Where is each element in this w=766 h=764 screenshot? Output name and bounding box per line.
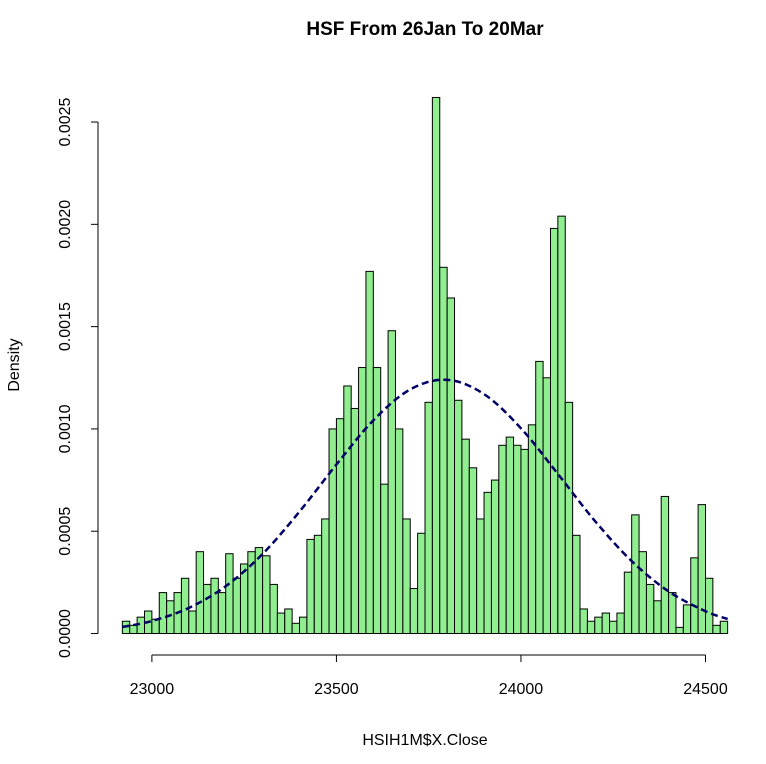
bar [675, 626, 684, 635]
chart-title: HSF From 26Jan To 20Mar [306, 19, 544, 40]
y-tick-label: 0.0025 [57, 97, 74, 146]
y-tick-label: 0.0010 [57, 404, 74, 453]
bar [586, 620, 596, 635]
bar [535, 360, 544, 635]
y-tick-label: 0.0015 [57, 302, 74, 351]
x-tick-label: 24000 [499, 681, 544, 698]
bar [616, 612, 625, 635]
bar [394, 428, 404, 635]
bar [129, 624, 138, 635]
bar [254, 547, 264, 635]
bar [609, 620, 618, 635]
bar [690, 557, 699, 635]
x-axis-label: HSIH1M$X.Close [362, 732, 487, 749]
bar [476, 518, 485, 635]
y-axis-label: Density [6, 338, 23, 391]
bar [195, 551, 205, 635]
bar [527, 424, 537, 635]
bar [409, 588, 419, 635]
bar [424, 401, 433, 635]
bar [372, 367, 382, 635]
bar [638, 551, 647, 635]
bar [549, 227, 559, 635]
bar [564, 401, 574, 635]
bar [668, 592, 677, 635]
bar [704, 577, 714, 635]
bar [158, 592, 168, 635]
bar [645, 583, 655, 635]
bar [151, 618, 160, 635]
bar [210, 577, 219, 635]
bar [284, 608, 293, 635]
bar [468, 467, 478, 635]
y-tick-label: 0.0020 [57, 200, 74, 249]
bar [483, 491, 492, 635]
bar [660, 495, 670, 635]
bar [358, 367, 367, 635]
bar [513, 444, 522, 635]
bar [291, 622, 301, 635]
bar [490, 479, 500, 635]
bar [313, 534, 323, 635]
bar [653, 600, 662, 635]
bar [520, 448, 529, 635]
bar [328, 428, 337, 635]
bar [225, 553, 234, 635]
bar [276, 612, 286, 635]
bar [542, 377, 551, 635]
bar [402, 518, 411, 635]
bar [454, 399, 463, 635]
bar [594, 616, 603, 635]
x-tick-label: 24500 [683, 681, 728, 698]
bar [631, 514, 640, 635]
bar [417, 532, 426, 635]
bar [262, 555, 271, 635]
bar [712, 624, 721, 635]
bar [719, 620, 729, 635]
bar [365, 270, 374, 635]
bar [461, 438, 470, 635]
bar [217, 592, 227, 635]
bar [306, 538, 315, 635]
bar [682, 604, 692, 635]
bar [299, 616, 308, 635]
bar [180, 577, 190, 635]
bar [350, 407, 360, 635]
bar [601, 612, 611, 635]
bar [498, 444, 507, 635]
bar [572, 534, 581, 635]
bar [697, 504, 706, 635]
bar [269, 583, 278, 635]
y-tick-label: 0.0000 [57, 609, 74, 658]
bar [387, 330, 396, 635]
bar [232, 577, 241, 635]
bar [380, 483, 389, 635]
bar [505, 436, 515, 635]
x-tick-label: 23500 [314, 681, 359, 698]
bar [188, 610, 197, 635]
x-tick-label: 23000 [130, 681, 175, 698]
bar [557, 215, 566, 635]
bar [446, 297, 456, 635]
y-tick-label: 0.0005 [57, 507, 74, 556]
bar [335, 418, 345, 635]
bar [321, 518, 330, 635]
bar [203, 583, 212, 635]
bar [579, 608, 588, 635]
bar [343, 385, 352, 635]
bar [623, 571, 633, 635]
bar [439, 266, 448, 635]
bar [431, 96, 441, 635]
